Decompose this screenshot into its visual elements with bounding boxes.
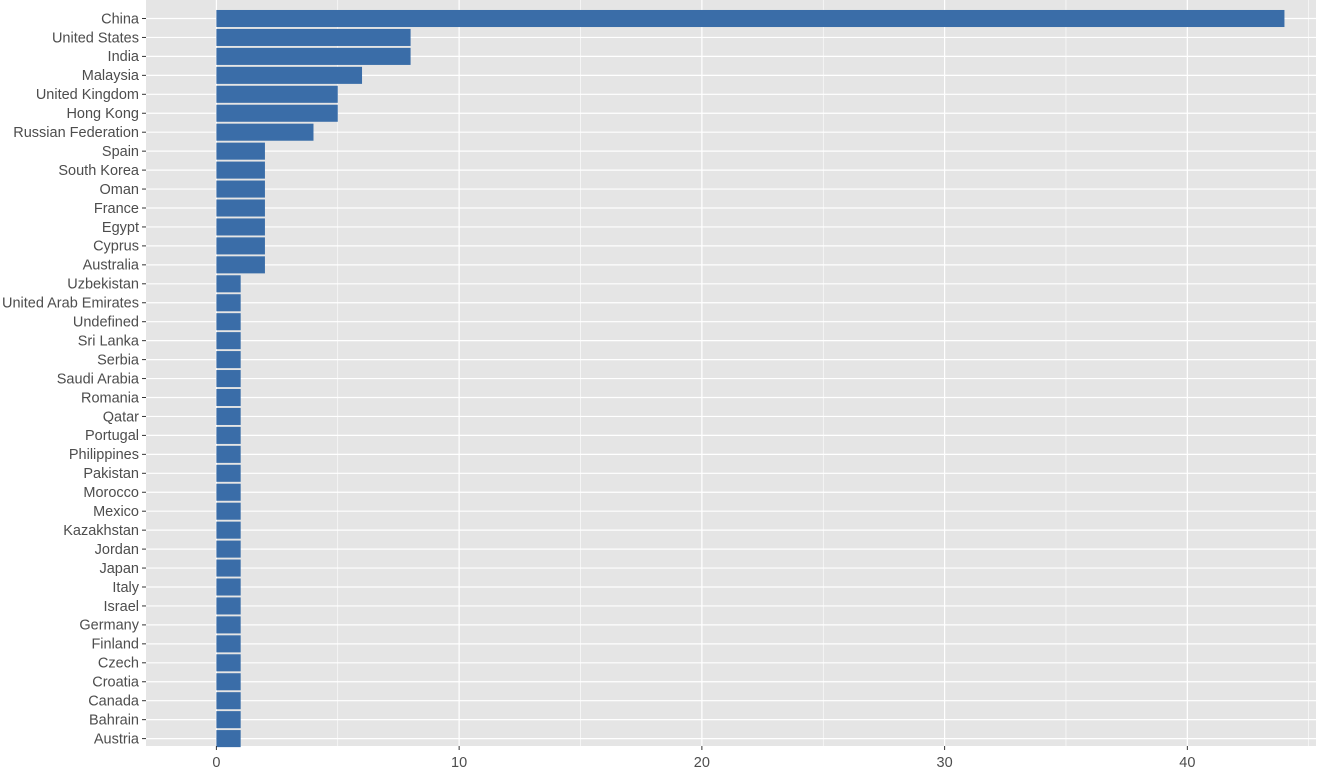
bar [216, 123, 314, 141]
bar [216, 142, 265, 160]
y-tick-label: United Kingdom [36, 87, 139, 103]
bar [216, 9, 1285, 28]
y-tick-label: Czech [98, 656, 139, 672]
y-tick-label: Croatia [92, 675, 140, 691]
y-tick-label: Serbia [97, 352, 140, 368]
y-tick-label: France [94, 201, 139, 217]
y-tick-label: Saudi Arabia [57, 371, 140, 387]
bar [216, 597, 241, 615]
bar [216, 464, 241, 482]
y-tick-label: Morocco [83, 485, 139, 501]
bar [216, 654, 241, 672]
bar [216, 85, 338, 103]
x-tick-label: 10 [451, 755, 467, 771]
bar [216, 559, 241, 577]
bar [216, 294, 241, 312]
bar [216, 28, 411, 46]
y-tick-label: Oman [100, 182, 140, 198]
y-tick-label: Kazakhstan [63, 523, 139, 539]
bar [216, 180, 265, 198]
bar [216, 66, 363, 84]
y-tick-label: India [108, 49, 140, 65]
y-tick-label: Undefined [73, 315, 139, 331]
bar [216, 47, 411, 65]
x-tick-label: 20 [694, 755, 710, 771]
y-tick-label: China [101, 11, 140, 27]
bar [216, 692, 241, 710]
y-tick-label: Israel [104, 599, 139, 615]
x-tick-label: 40 [1179, 755, 1195, 771]
y-tick-label: Pakistan [83, 466, 139, 482]
y-tick-label: Spain [102, 144, 139, 160]
y-tick-label: Romania [81, 390, 140, 406]
y-tick-label: Mexico [93, 504, 139, 520]
plot-panel [146, 0, 1316, 746]
bar [216, 483, 241, 501]
y-tick-label: Australia [83, 258, 140, 274]
y-tick-label: Canada [88, 694, 140, 710]
y-tick-label: Uzbekistan [67, 277, 139, 293]
y-tick-label: Hong Kong [66, 106, 139, 122]
y-tick-label: Italy [112, 580, 139, 596]
bar [216, 199, 265, 217]
y-tick-label: Sri Lanka [78, 333, 140, 349]
bar [216, 540, 241, 558]
bar [216, 673, 241, 691]
bar [216, 237, 265, 255]
bar [216, 635, 241, 653]
y-tick-label: Malaysia [82, 68, 140, 84]
y-tick-label: Jordan [95, 542, 139, 558]
bar [216, 332, 241, 350]
bar [216, 445, 241, 463]
y-tick-label: Austria [94, 731, 140, 747]
bar [216, 711, 241, 729]
bar [216, 275, 241, 293]
bar [216, 730, 241, 748]
bar [216, 407, 241, 425]
bar [216, 161, 265, 179]
y-tick-label: Russian Federation [13, 125, 139, 141]
bar [216, 256, 265, 274]
bar [216, 370, 241, 388]
bar [216, 313, 241, 331]
y-tick-label: South Korea [58, 163, 140, 179]
bar [216, 351, 241, 369]
y-tick-label: Japan [99, 561, 139, 577]
y-tick-label: Philippines [69, 447, 139, 463]
bar [216, 578, 241, 596]
y-tick-label: United Arab Emirates [2, 296, 139, 312]
bar [216, 388, 241, 407]
bar [216, 521, 241, 539]
y-tick-label: Qatar [103, 409, 139, 425]
y-tick-label: Portugal [85, 428, 139, 444]
y-tick-label: Bahrain [89, 712, 139, 728]
bar [216, 616, 241, 634]
x-tick-label: 30 [937, 755, 953, 771]
bar [216, 218, 265, 236]
y-tick-label: Germany [79, 618, 139, 634]
bar [216, 104, 338, 122]
x-tick-label: 0 [212, 755, 220, 771]
y-tick-label: Finland [91, 637, 139, 653]
bar [216, 502, 241, 520]
y-tick-label: Egypt [102, 220, 139, 236]
bar [216, 426, 241, 444]
y-tick-label: United States [52, 30, 139, 46]
y-tick-label: Cyprus [93, 239, 139, 255]
